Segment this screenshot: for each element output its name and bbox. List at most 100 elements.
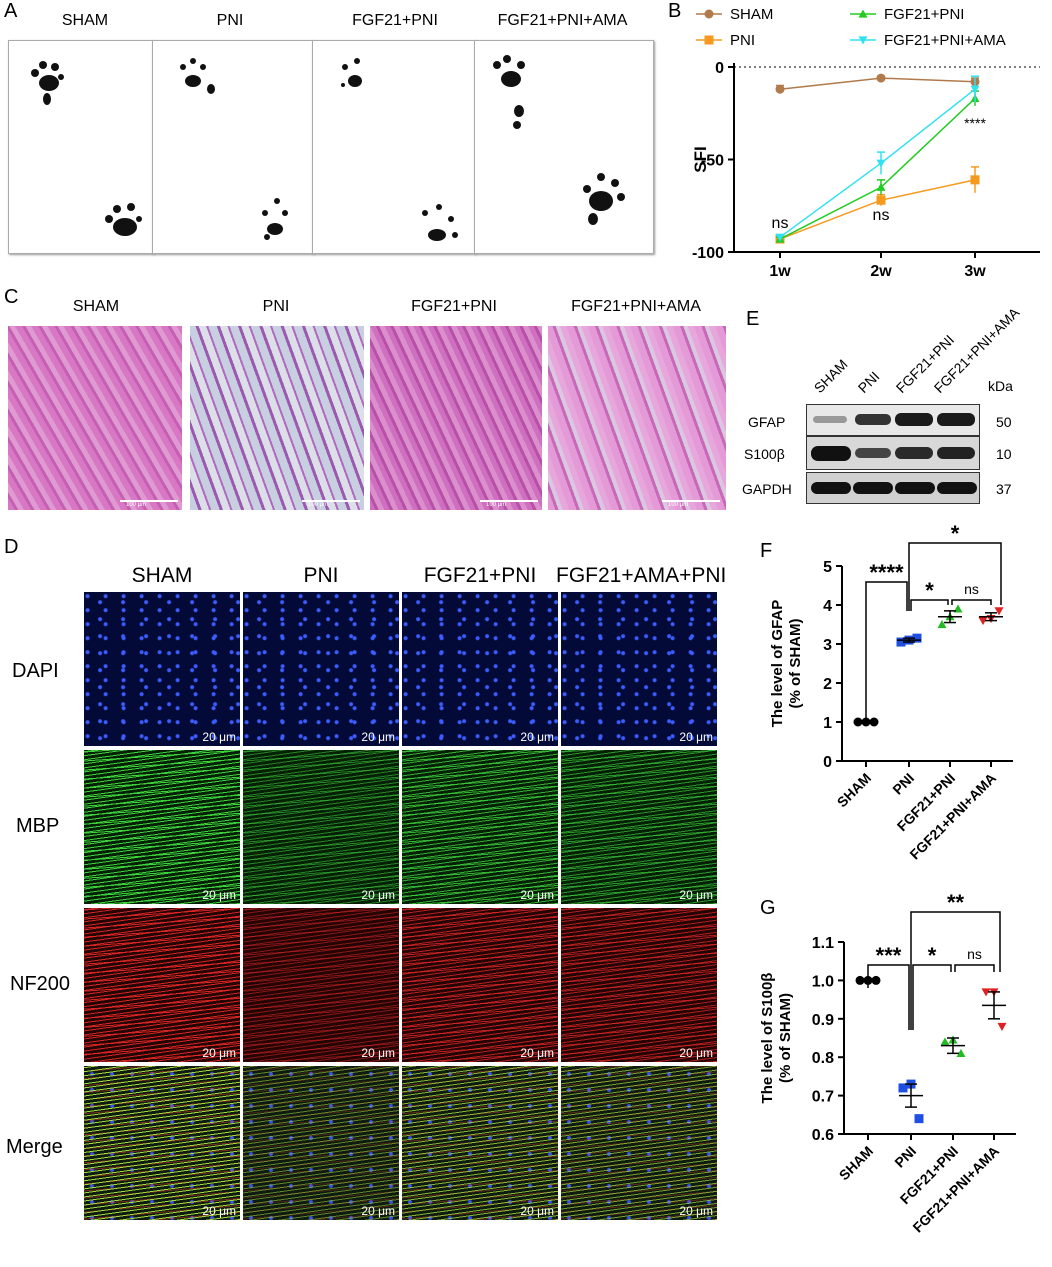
scale-bar-label: 20 μm <box>520 730 554 744</box>
y-tick-label: 2 <box>823 676 832 693</box>
significance-bracket <box>867 964 910 1030</box>
significance-label: ns <box>964 581 979 597</box>
paw-group-label-sham: SHAM <box>61 12 109 29</box>
scale-bar-label: 20 μm <box>202 1204 236 1218</box>
scale-bar <box>302 500 360 502</box>
chart-f-gfap: 0 1 2 3 4 5 The level of GFAP (% of SHAM) SHAM PN… <box>769 521 1013 863</box>
x-tick-label: SHAM <box>836 1143 876 1183</box>
if-image-merge: 20 μm <box>561 1066 717 1220</box>
pawprint-drawing <box>31 61 142 236</box>
data-point <box>775 84 785 94</box>
y-tick-label: 4 <box>823 598 832 615</box>
y-tick-label: 0.8 <box>812 1050 834 1067</box>
y-axis-label: SFI <box>691 146 710 172</box>
legend-marker <box>858 9 868 18</box>
paw-group-label-fgf21-pni: FGF21+PNI <box>352 12 438 29</box>
he-group-label-fgf21-pni: FGF21+PNI <box>411 298 497 315</box>
paw-group-label-fgf21-pni-ama: FGF21+PNI+AMA <box>497 12 628 29</box>
if-row-label-nf200: NF200 <box>10 973 71 995</box>
significance-bracket <box>954 964 995 972</box>
blot-band <box>811 482 851 494</box>
y-axis-label: The level of GFAP <box>769 600 786 728</box>
if-image-mbp: 20 μm <box>402 750 558 904</box>
if-row-label-dapi: DAPI <box>12 660 59 682</box>
significance-bracket <box>910 911 1001 1030</box>
if-image-dapi: 20 μm <box>402 592 558 746</box>
significance-annotation: ns <box>772 215 789 232</box>
scale-bar-label: 20 μm <box>202 730 236 744</box>
y-axis-label-unit: (% of SHAM) <box>777 993 794 1083</box>
y-tick-label: 0 <box>715 60 724 77</box>
if-group-label-sham: SHAM <box>131 564 193 587</box>
if-image-mbp: 20 μm <box>84 750 240 904</box>
band-label-gfap: GFAP <box>748 414 786 430</box>
panel-label-c: C <box>4 286 19 308</box>
blot-band <box>937 413 975 426</box>
blot-strip-gapdh <box>806 472 980 504</box>
data-point <box>981 988 991 997</box>
scale-bar-label: 100 μm <box>126 502 147 508</box>
if-image-dapi: 20 μm <box>84 592 240 746</box>
data-point <box>997 1022 1007 1031</box>
data-point <box>914 1114 924 1124</box>
pawprint-image-pni <box>152 40 314 254</box>
legend-marker <box>858 36 868 45</box>
if-image-mbp: 20 μm <box>561 750 717 904</box>
chart-g-s100b: 0.6 0.7 0.8 0.9 1.0 1.1 The level of S100β (% o… <box>759 890 1016 1236</box>
panel-label-f: F <box>760 540 773 562</box>
band-label-gapdh: GAPDH <box>742 481 792 497</box>
lane-label-pni: PNI <box>854 368 883 396</box>
blot-band <box>855 414 891 425</box>
if-image-nf200: 20 μm <box>84 908 240 1062</box>
panel-label-e: E <box>746 308 760 330</box>
scale-bar-label: 20 μm <box>520 1046 554 1060</box>
y-tick-label: 3 <box>823 637 832 654</box>
legend-marker <box>704 9 714 19</box>
data-point <box>912 633 922 643</box>
scale-bar-label: 20 μm <box>679 730 713 744</box>
blot-lane-labels: SHAM PNI FGF21+PNI FGF21+PNI+AMA <box>808 304 1023 404</box>
if-image-dapi: 20 μm <box>561 592 717 746</box>
significance-annotation: **** <box>964 115 986 131</box>
band-kda-s100b: 10 <box>996 446 1012 462</box>
significance-label: ns <box>967 946 982 962</box>
scale-bar-label: 20 μm <box>361 730 395 744</box>
scale-bar-label: 100 μm <box>486 502 507 508</box>
scale-bar-label: 20 μm <box>202 888 236 902</box>
y-axis-label-unit: (% of SHAM) <box>787 619 804 709</box>
he-group-label-pni: PNI <box>262 298 290 315</box>
data-point <box>876 195 886 205</box>
scale-bar-label: 20 μm <box>679 1204 713 1218</box>
y-tick-label: -100 <box>692 245 724 262</box>
if-image-merge: 20 μm <box>243 1066 399 1220</box>
y-tick-label: 1 <box>823 715 832 732</box>
he-image-pni: 100 μm <box>190 326 364 510</box>
significance-label: * <box>928 943 937 968</box>
data-point <box>978 617 988 626</box>
y-tick-label: 0.6 <box>812 1127 834 1144</box>
x-tick-label: PNI <box>891 1143 919 1171</box>
data-point <box>956 1048 966 1057</box>
blot-band <box>895 482 935 494</box>
blot-band <box>895 413 933 426</box>
blot-band <box>813 416 847 423</box>
band-kda-gfap: 50 <box>996 414 1012 430</box>
y-tick-label: 0.9 <box>812 1012 834 1029</box>
significance-label: ** <box>947 890 965 915</box>
paw-group-label-pni: PNI <box>216 12 244 29</box>
x-tick-label: 2w <box>870 263 892 280</box>
panel-label-b: B <box>668 0 682 22</box>
blot-band <box>937 482 977 494</box>
he-image-fgf21-pni-ama: 100 μm <box>548 326 726 510</box>
legend-marker <box>704 35 714 45</box>
significance-bracket <box>912 964 952 1030</box>
data-point <box>876 182 886 191</box>
scale-bar-label: 20 μm <box>520 888 554 902</box>
if-image-nf200: 20 μm <box>561 908 717 1062</box>
scale-bar <box>480 500 538 502</box>
if-image-grid: 20 μm 20 μm 20 μm 20 μm 20 μm 20 μm 20 μm 20 μm… <box>84 592 720 1220</box>
if-image-nf200: 20 μm <box>243 908 399 1062</box>
lane-label-sham: SHAM <box>810 356 851 396</box>
pawprint-image-fgf21-pni <box>312 40 476 254</box>
y-tick-label: 5 <box>823 559 832 576</box>
